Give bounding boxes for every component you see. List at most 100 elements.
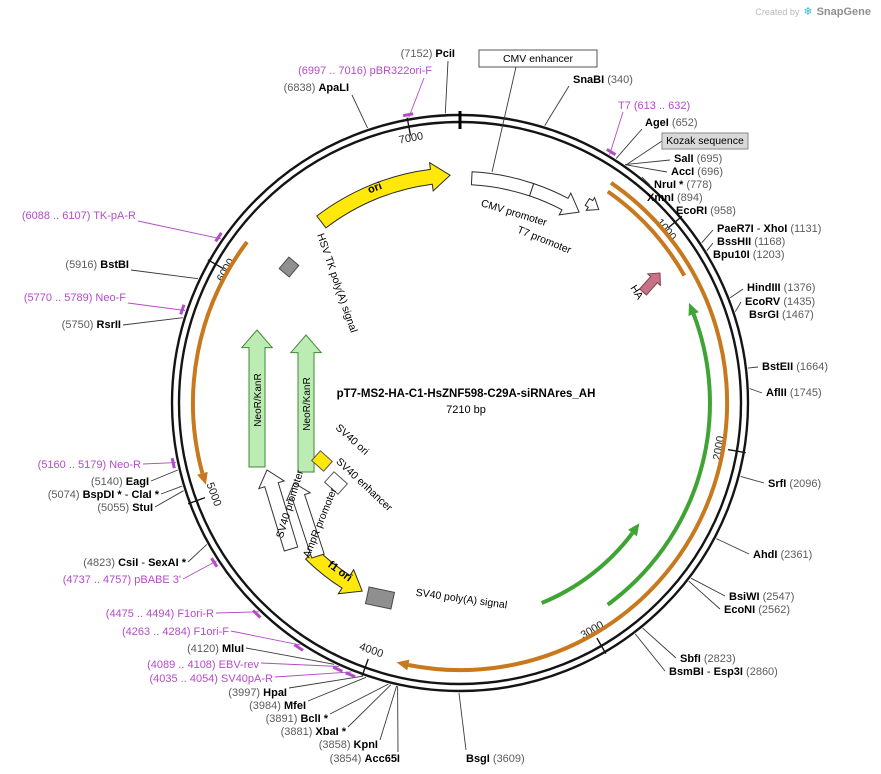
label-segment: ClaI * <box>131 489 159 501</box>
label-segment: (3984) <box>249 700 284 712</box>
primer-label: (4035 .. 4054) SV40pA-R <box>149 673 273 685</box>
restriction-site-label: BsgI (3609) <box>466 753 525 765</box>
neor-kanr-arrow-2 <box>289 334 323 473</box>
label-segment: (4737 .. 4757) pBABE 3' <box>63 574 181 586</box>
label-segment: (1467) <box>779 309 814 321</box>
site-callout-line <box>160 485 183 495</box>
primer-site-tick <box>251 609 262 619</box>
primer-label: (6997 .. 7016) pBR322ori-F <box>298 65 432 77</box>
feature-label: SV40 ori <box>333 422 371 458</box>
label-segment: (3858) <box>319 739 354 751</box>
restriction-site-label: SrfI (2096) <box>768 478 821 490</box>
restriction-site-label: AhdI (2361) <box>753 549 812 561</box>
site-callout-line <box>351 94 369 129</box>
primer-label: (4737 .. 4757) pBABE 3' <box>63 574 181 586</box>
kozak-sequence-label-box <box>661 132 749 150</box>
restriction-site-label: (7152) PciI <box>401 48 455 60</box>
label-segment: PciI <box>435 48 455 60</box>
cds-arc-short <box>540 531 635 605</box>
ori-arrow <box>316 161 451 229</box>
cmv-enhancer-label-box <box>478 49 598 68</box>
label-segment: AgeI <box>645 117 669 129</box>
primer-label: T7 (613 .. 632) <box>618 100 690 112</box>
primer-site-tick <box>345 671 356 678</box>
tick-mark <box>727 448 746 454</box>
cds-arc-short-arrowhead <box>628 523 640 537</box>
label-segment: HpaI <box>263 687 287 699</box>
feature-label: T7 promoter <box>515 224 573 257</box>
label-segment: BstEII <box>762 361 793 373</box>
site-callout-line <box>747 366 759 369</box>
label-segment: SrfI <box>768 478 786 490</box>
sv40-polya-box <box>364 586 396 610</box>
primer-site-tick <box>293 643 304 652</box>
orf-arc-outer <box>407 181 730 673</box>
restriction-site-label: (3881) XbaI * <box>281 726 347 738</box>
primer-label: (4475 .. 4494) F1ori-R <box>106 608 214 620</box>
restriction-site-label: (5055) StuI <box>97 502 153 514</box>
site-callout-line <box>634 633 666 672</box>
restriction-site-label: BsmBI - Esp3I (2860) <box>669 666 778 678</box>
credit-prefix-text: Created by <box>755 7 800 17</box>
feature-label: NeoR/KanR <box>253 373 264 426</box>
label-segment: EcoNI <box>724 604 755 616</box>
feature-label: NeoR/KanR <box>302 377 313 430</box>
restriction-site-label: (3858) KpnI <box>319 739 378 751</box>
label-segment: EagI <box>126 476 149 488</box>
plasmid-title: pT7-MS2-HA-C1-HsZNF598-C29A-siRNAres_AH <box>337 388 596 400</box>
site-callout-line <box>688 580 721 610</box>
primer-site-tick <box>332 665 344 673</box>
site-callout-line <box>749 388 763 394</box>
label-segment: (2096) <box>786 478 821 490</box>
tick-mark <box>207 259 224 270</box>
restriction-site-label: (6838) ApaLI <box>284 82 349 94</box>
primer-label: (5160 .. 5179) Neo-R <box>38 459 141 471</box>
restriction-site-label: (4120) MluI <box>187 643 244 655</box>
label-segment: HindIII <box>747 282 781 294</box>
label-segment: (4089 .. 4108) EBV-rev <box>147 659 259 671</box>
label-segment: BclI * <box>300 713 328 725</box>
restriction-site-label: (3854) Acc65I <box>330 753 400 765</box>
label-segment: (1664) <box>793 361 828 373</box>
primer-callout-line <box>230 630 301 646</box>
label-segment: AhdI <box>753 549 777 561</box>
label-segment: BsgI <box>466 753 490 765</box>
restriction-site-label: (5750) RsrII <box>62 319 121 331</box>
snapgene-logo-icon: ❄ <box>803 6 813 18</box>
cmv-enhancer-label: CMV enhancer <box>503 53 574 65</box>
label-segment: - <box>138 557 148 569</box>
site-callout-line <box>641 176 651 186</box>
label-segment: BssHII <box>717 236 751 248</box>
restriction-site-label: SalI (695) <box>674 153 722 165</box>
orf-arc-outer-arrowhead <box>396 659 410 671</box>
restriction-site-label: AccI (696) <box>671 166 723 178</box>
label-segment: Acc65I <box>365 753 400 765</box>
tick-mark <box>596 637 607 654</box>
label-segment: T7 (613 .. 632) <box>618 100 690 112</box>
site-callout-line <box>458 692 467 751</box>
site-callout-line <box>716 538 750 555</box>
primer-label: (4263 .. 4284) F1ori-F <box>122 626 229 638</box>
feature-label: SV40 poly(A) signal <box>415 587 508 612</box>
primer-label: (6088 .. 6107) TK-pA-R <box>22 210 136 222</box>
ha-tag-arrow <box>638 272 661 296</box>
t7-promoter-arrow <box>584 196 600 211</box>
label-segment: (5916) <box>65 259 100 271</box>
restriction-site-label: EcoRI (958) <box>676 205 736 217</box>
label-segment: (5770 .. 5789) Neo-F <box>24 292 126 304</box>
feature-label: CMV promoter <box>479 197 548 229</box>
restriction-site-label: EcoRV (1435) <box>745 296 815 308</box>
primer-callout-line <box>127 302 186 311</box>
label-segment: BsrGI <box>749 309 779 321</box>
site-callout-line <box>690 577 726 597</box>
sv40-enhancer-box <box>323 471 349 495</box>
site-callout-line <box>187 544 208 563</box>
primer-site-tick <box>179 304 186 315</box>
label-segment: XbaI * <box>315 726 346 738</box>
site-callout-line <box>122 317 183 326</box>
label-segment: (6838) <box>284 82 319 94</box>
label-segment: (5055) <box>97 502 132 514</box>
label-segment: (778) <box>683 179 712 191</box>
label-segment: (894) <box>674 192 703 204</box>
